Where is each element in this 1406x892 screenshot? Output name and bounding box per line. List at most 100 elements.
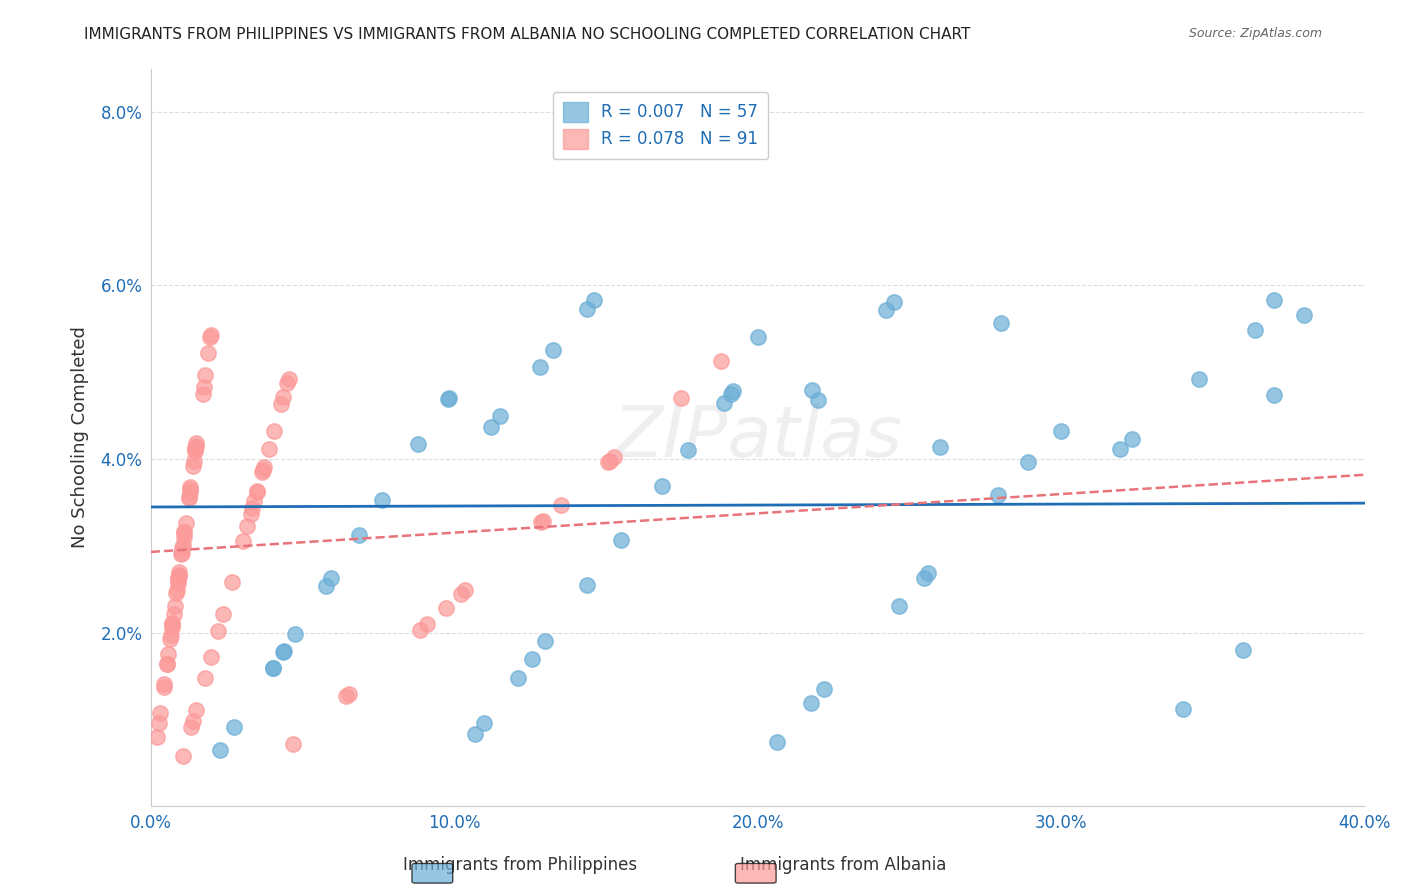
Immigrants from Philippines bbox=[1188, 371, 1211, 385]
Immigrants from Philippines bbox=[506, 671, 529, 685]
Immigrants from Philippines bbox=[990, 317, 1012, 331]
Immigrants from Philippines bbox=[721, 384, 744, 398]
Immigrants from Albania bbox=[172, 748, 194, 763]
Immigrants from Philippines bbox=[464, 727, 486, 741]
Immigrants from Philippines bbox=[208, 743, 231, 757]
Immigrants from Philippines bbox=[436, 392, 458, 406]
Immigrants from Albania bbox=[194, 368, 217, 382]
Immigrants from Albania bbox=[450, 587, 472, 601]
Immigrants from Albania bbox=[530, 515, 553, 529]
Text: Source: ZipAtlas.com: Source: ZipAtlas.com bbox=[1188, 27, 1322, 40]
Immigrants from Albania bbox=[246, 484, 269, 499]
Immigrants from Philippines bbox=[1294, 308, 1316, 322]
Immigrants from Albania bbox=[167, 571, 190, 585]
Immigrants from Albania bbox=[211, 607, 233, 621]
Immigrants from Albania bbox=[179, 480, 201, 494]
Immigrants from Albania bbox=[181, 714, 204, 728]
Immigrants from Albania bbox=[710, 354, 733, 368]
Immigrants from Albania bbox=[277, 371, 299, 385]
Immigrants from Philippines bbox=[529, 359, 551, 374]
Immigrants from Philippines bbox=[583, 293, 606, 307]
Immigrants from Philippines bbox=[273, 644, 295, 658]
Immigrants from Philippines bbox=[720, 386, 742, 401]
Immigrants from Albania bbox=[163, 599, 186, 613]
Immigrants from Albania bbox=[162, 607, 184, 621]
Immigrants from Albania bbox=[263, 425, 285, 439]
Immigrants from Albania bbox=[335, 690, 357, 704]
Immigrants from Albania bbox=[173, 530, 195, 544]
Immigrants from Albania bbox=[270, 397, 292, 411]
Immigrants from Albania bbox=[181, 458, 204, 473]
Immigrants from Albania bbox=[156, 657, 179, 672]
Immigrants from Albania bbox=[252, 463, 274, 477]
Immigrants from Philippines bbox=[271, 645, 294, 659]
Immigrants from Philippines bbox=[928, 440, 950, 454]
Immigrants from Albania bbox=[179, 485, 201, 500]
Immigrants from Philippines bbox=[678, 443, 700, 458]
Immigrants from Philippines bbox=[575, 302, 598, 317]
Text: IMMIGRANTS FROM PHILIPPINES VS IMMIGRANTS FROM ALBANIA NO SCHOOLING COMPLETED CO: IMMIGRANTS FROM PHILIPPINES VS IMMIGRANT… bbox=[84, 27, 970, 42]
Immigrants from Philippines bbox=[315, 579, 337, 593]
Immigrants from Albania bbox=[184, 703, 207, 717]
Immigrants from Albania bbox=[184, 442, 207, 457]
Immigrants from Albania bbox=[197, 346, 219, 360]
Immigrants from Albania bbox=[173, 524, 195, 539]
Immigrants from Albania bbox=[157, 647, 180, 661]
Immigrants from Albania bbox=[172, 538, 194, 552]
Immigrants from Philippines bbox=[576, 578, 599, 592]
Immigrants from Albania bbox=[167, 566, 190, 580]
Immigrants from Albania bbox=[434, 600, 457, 615]
Immigrants from Albania bbox=[170, 546, 193, 560]
Immigrants from Albania bbox=[153, 676, 176, 690]
Immigrants from Philippines bbox=[1263, 388, 1285, 402]
Immigrants from Philippines bbox=[262, 661, 284, 675]
Immigrants from Albania bbox=[454, 582, 477, 597]
Text: Immigrants from Albania: Immigrants from Albania bbox=[741, 856, 946, 874]
Immigrants from Albania bbox=[598, 455, 620, 469]
Immigrants from Albania bbox=[194, 672, 217, 686]
Immigrants from Albania bbox=[159, 628, 181, 642]
Immigrants from Albania bbox=[200, 650, 222, 665]
Legend: R = 0.007   N = 57, R = 0.078   N = 91: R = 0.007 N = 57, R = 0.078 N = 91 bbox=[553, 92, 768, 159]
Immigrants from Albania bbox=[146, 730, 169, 744]
Immigrants from Philippines bbox=[224, 720, 246, 734]
Immigrants from Philippines bbox=[347, 528, 370, 542]
Immigrants from Philippines bbox=[800, 383, 823, 397]
Immigrants from Philippines bbox=[1232, 643, 1254, 657]
Immigrants from Albania bbox=[156, 657, 179, 671]
Immigrants from Philippines bbox=[489, 409, 512, 423]
Immigrants from Philippines bbox=[534, 634, 557, 648]
Immigrants from Albania bbox=[184, 442, 207, 456]
Immigrants from Albania bbox=[177, 491, 200, 505]
Immigrants from Philippines bbox=[713, 396, 735, 410]
Immigrants from Philippines bbox=[917, 566, 939, 581]
Immigrants from Philippines bbox=[284, 626, 307, 640]
Immigrants from Albania bbox=[162, 615, 184, 630]
Immigrants from Albania bbox=[179, 482, 201, 496]
Immigrants from Philippines bbox=[987, 488, 1010, 502]
Immigrants from Philippines bbox=[479, 420, 502, 434]
Immigrants from Philippines bbox=[321, 571, 343, 585]
Immigrants from Philippines bbox=[800, 697, 823, 711]
Immigrants from Albania bbox=[184, 443, 207, 458]
Immigrants from Albania bbox=[193, 380, 215, 394]
Immigrants from Albania bbox=[166, 582, 188, 597]
Immigrants from Albania bbox=[160, 618, 183, 632]
Immigrants from Albania bbox=[186, 435, 208, 450]
Immigrants from Albania bbox=[170, 547, 193, 561]
Immigrants from Albania bbox=[669, 391, 692, 405]
Immigrants from Albania bbox=[160, 620, 183, 634]
Immigrants from Albania bbox=[149, 706, 172, 720]
Immigrants from Albania bbox=[172, 541, 194, 556]
Immigrants from Albania bbox=[200, 330, 222, 344]
Immigrants from Albania bbox=[603, 450, 626, 464]
Immigrants from Albania bbox=[271, 390, 294, 404]
Immigrants from Albania bbox=[184, 439, 207, 453]
Immigrants from Albania bbox=[409, 624, 432, 638]
Y-axis label: No Schooling Completed: No Schooling Completed bbox=[72, 326, 89, 549]
Immigrants from Albania bbox=[232, 534, 254, 549]
Immigrants from Albania bbox=[236, 519, 259, 533]
Immigrants from Philippines bbox=[262, 661, 284, 675]
Immigrants from Philippines bbox=[1243, 322, 1265, 336]
Immigrants from Philippines bbox=[1121, 432, 1143, 446]
